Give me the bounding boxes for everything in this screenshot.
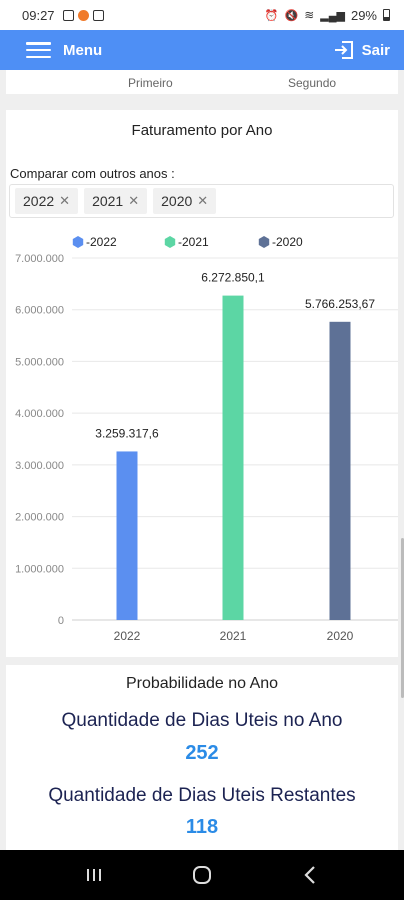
data-label-2022: 3.259.317,6 [95, 426, 159, 440]
x-tick-label-2021: 2021 [220, 629, 247, 643]
notification-icon [62, 9, 74, 21]
year-tag: 2020 ✕ [153, 188, 217, 214]
signal-icon: ▂▄▆ [320, 9, 345, 22]
workdays-label: Quantidade de Dias Uteis no Ano [61, 710, 343, 731]
bar-2020 [329, 321, 351, 620]
remove-tag-icon[interactable]: ✕ [59, 193, 71, 208]
workdays-value: 252 [185, 742, 219, 764]
app-header: Menu Sair [0, 30, 404, 70]
system-navigation-bar [0, 850, 404, 900]
year-tag-label: 2021 [92, 193, 124, 209]
x-tick-label-2020: 2020 [327, 629, 354, 643]
revenue-bar-chart: -2022 -2021 -2020 0 1.000.000 2.000.000 3.000.… [15, 235, 398, 643]
year-tag: 2022 ✕ [15, 188, 79, 214]
menu-label: Menu [63, 41, 103, 59]
menu-button[interactable]: Menu [26, 42, 102, 59]
exit-label: Sair [361, 41, 390, 59]
home-icon [193, 866, 211, 884]
card-title: Faturamento por Ano [131, 122, 273, 139]
y-tick-label: 1.000.000 [15, 563, 64, 575]
app-notification-icon [77, 9, 89, 21]
logout-icon [334, 41, 353, 59]
legend-label-2020: -2020 [272, 235, 303, 249]
probability-card: Probabilidade no Ano Quantidade de Dias … [6, 665, 398, 850]
remaining-workdays-value: 118 [185, 816, 219, 838]
year-tag: 2021 ✕ [84, 188, 148, 214]
year-tag-label: 2020 [161, 193, 193, 209]
battery-icon [383, 9, 390, 21]
remove-tag-icon[interactable]: ✕ [128, 193, 140, 208]
status-bar: 09:27 ⏰ 🔇 ≋ ▂▄▆ 29% [0, 0, 404, 30]
data-label-2021: 6.272.850,1 [201, 271, 265, 285]
bar-2021 [222, 295, 244, 620]
label-primeiro: Primeiro [128, 76, 173, 90]
y-tick-label: 7.000.000 [15, 253, 64, 265]
y-tick-label: 2.000.000 [15, 512, 64, 524]
y-tick-label: 5.000.000 [15, 356, 64, 368]
alarm-icon: ⏰ [264, 9, 279, 22]
legend-marker-2020 [258, 236, 270, 248]
back-button[interactable] [290, 855, 330, 895]
legend-marker-2022 [72, 236, 84, 248]
y-tick-label: 6.000.000 [15, 305, 64, 317]
message-icon [92, 9, 104, 21]
legend-label-2022: -2022 [86, 235, 117, 249]
legend-label-2021: -2021 [178, 235, 209, 249]
status-time: 09:27 [22, 7, 55, 23]
year-tag-label: 2022 [23, 193, 55, 209]
compare-label: Comparar com outros anos : [10, 166, 175, 181]
recent-apps-button[interactable] [74, 855, 114, 895]
y-tick-label: 0 [58, 615, 64, 627]
scrollbar[interactable] [401, 538, 404, 698]
bar-2022 [116, 451, 138, 620]
y-tick-label: 3.000.000 [15, 460, 64, 472]
y-tick-label: 4.000.000 [15, 408, 64, 420]
mute-icon: 🔇 [284, 9, 299, 22]
compare-years-select[interactable]: 2022 ✕ 2021 ✕ 2020 ✕ [9, 184, 394, 218]
label-segundo: Segundo [288, 76, 337, 90]
hamburger-icon [26, 42, 51, 58]
probability-title: Probabilidade no Ano [125, 675, 279, 692]
wifi-icon: ≋ [304, 8, 315, 22]
remaining-workdays-label: Quantidade de Dias Uteis Restantes [48, 785, 356, 806]
exit-button[interactable]: Sair [334, 41, 390, 59]
data-label-2020: 5.766.253,67 [305, 297, 375, 311]
battery-level: 29% [350, 7, 377, 23]
top-summary-card: Primeiro Segundo [6, 70, 398, 94]
remove-tag-icon[interactable]: ✕ [197, 193, 209, 208]
recent-apps-icon [87, 869, 101, 881]
x-tick-label-2022: 2022 [114, 629, 141, 643]
legend-marker-2021 [164, 236, 176, 248]
home-button[interactable] [182, 855, 222, 895]
back-icon [304, 866, 315, 884]
revenue-by-year-card: Faturamento por Ano Comparar com outros … [6, 110, 398, 657]
